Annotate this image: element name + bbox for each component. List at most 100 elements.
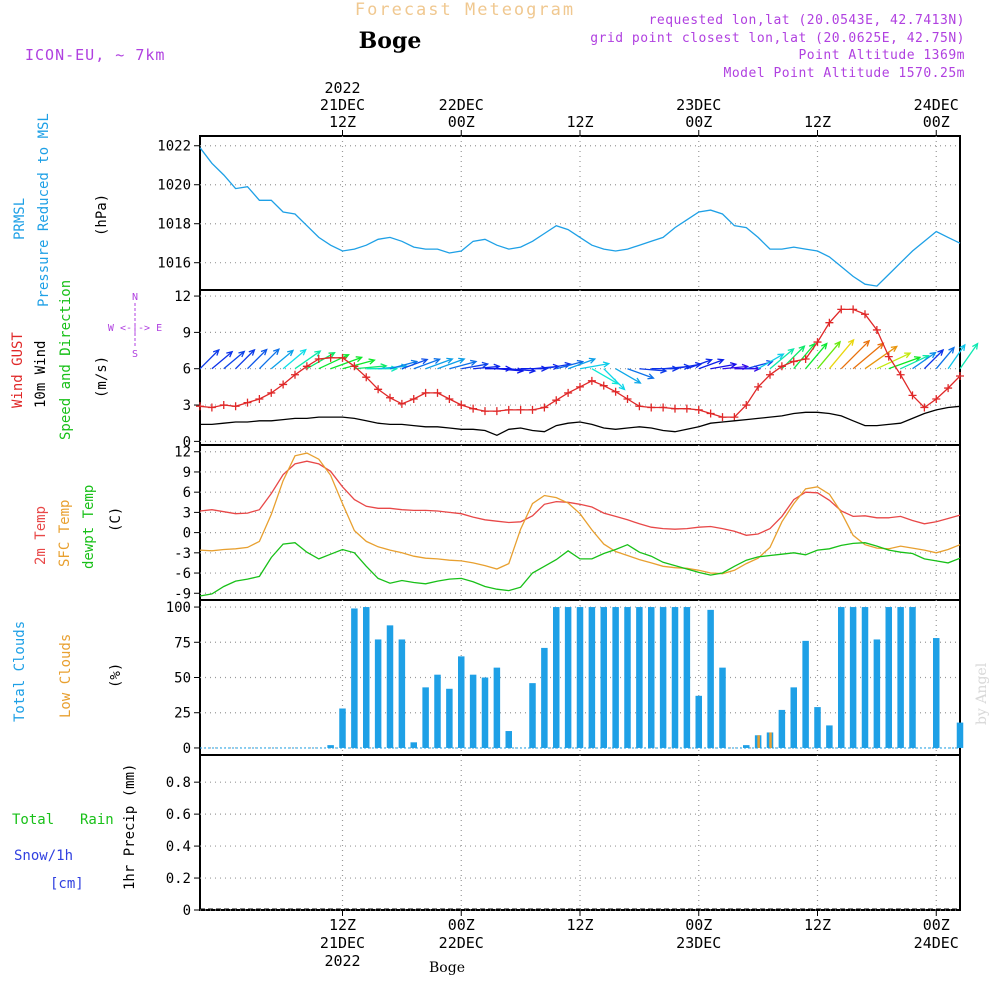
wind-barb-head <box>847 338 855 346</box>
temperature-labels: 2m Temp SFC Temp dewpt Temp (C) <box>33 485 124 569</box>
precip-unit: 1hr Precip (mm) <box>122 764 138 890</box>
wind-barb <box>639 368 666 372</box>
time-label-top: 23DEC <box>676 96 721 114</box>
cloud-label-total: Total Clouds <box>12 621 28 722</box>
temperature-series-dewpt-temp <box>199 542 961 597</box>
wind-barb-head <box>972 342 979 350</box>
gust-point <box>516 405 525 414</box>
gust-point <box>279 380 288 389</box>
wind-barb-head <box>647 373 655 380</box>
temperature-ytick-label: 3 <box>183 505 191 521</box>
cloud-bar <box>398 639 406 748</box>
gust-point <box>599 381 608 390</box>
wind-barb <box>449 360 477 370</box>
time-label-bottom: 12Z <box>329 916 356 934</box>
cloud-bar <box>564 607 572 748</box>
cloud-bar <box>505 731 512 748</box>
gust-point <box>481 407 489 416</box>
compass-north: N <box>132 292 138 303</box>
pressure-panel: 1016 1018 1020 1022 <box>157 135 961 291</box>
wind-barb-head <box>729 361 738 369</box>
gust-point <box>492 407 501 416</box>
wind-labels: Wind GUST 10m Wind Speed and Direction (… <box>10 280 162 440</box>
precip-label-total: Total <box>12 812 54 828</box>
cloud-bar <box>422 687 429 748</box>
gust-point <box>326 353 335 362</box>
pressure-series-prmsl <box>199 147 961 287</box>
gust-point <box>789 357 798 366</box>
precip-frame <box>199 754 961 911</box>
time-label-bottom: 12Z <box>566 916 593 934</box>
wind-barb <box>437 358 465 370</box>
chart-title: Forecast Meteogram <box>355 0 575 20</box>
cloud-label-low: Low Clouds <box>58 634 74 718</box>
wind-barb <box>567 358 596 370</box>
time-label-top: 24DEC <box>914 96 959 114</box>
cloud-bar <box>683 607 691 748</box>
gust-point <box>956 371 964 380</box>
gust-point <box>374 385 383 394</box>
pressure-labels: PRMSL Pressure Reduced to MSL (hPa) <box>12 113 110 307</box>
pressure-ytick-label: 1022 <box>157 139 191 155</box>
gust-point <box>908 391 917 400</box>
gust-point <box>706 409 715 418</box>
wind-barb-head <box>368 358 376 365</box>
wind-barb-head <box>260 348 268 356</box>
gust-point <box>766 370 774 379</box>
gust-point <box>872 325 881 334</box>
wind-barb-head <box>929 351 937 359</box>
wind-barb <box>757 353 784 370</box>
wind-barb <box>710 363 737 370</box>
time-label-bottom: 00Z <box>685 916 712 934</box>
wind-barb <box>698 359 724 370</box>
cloud-bar <box>363 607 370 748</box>
cloud-bar <box>849 607 857 748</box>
cloud-bar <box>757 735 760 748</box>
wind-barb-head <box>458 357 466 364</box>
wind-barb-head <box>959 343 966 351</box>
temperature-line <box>199 460 961 536</box>
time-label-top: 00Z <box>448 113 475 131</box>
wind-barb-head <box>238 350 246 358</box>
wind-barb <box>722 365 748 370</box>
wind-barb-head <box>602 361 611 368</box>
wind-barb <box>473 365 500 370</box>
gust-point <box>801 355 810 364</box>
cloud-bar <box>885 607 892 748</box>
wind-barb <box>556 360 583 370</box>
gust-point <box>659 403 668 412</box>
wind-barb-head <box>904 352 912 359</box>
model-altitude: Model Point Altitude 1570.25m <box>724 66 965 81</box>
wind-barb-head <box>248 348 256 356</box>
cloud-bar <box>636 607 643 748</box>
wind-label-10m: 10m Wind <box>33 341 49 408</box>
wind-barb <box>294 350 321 370</box>
wind-barb <box>354 365 387 370</box>
wind-barb <box>461 363 488 370</box>
wind-series-wind-gust <box>196 305 964 422</box>
grid-point-location: grid point closest lon,lat (20.0625E, 42… <box>590 31 965 46</box>
wind-series-10m-wind <box>200 405 961 437</box>
wind-barb-head <box>226 350 234 358</box>
wind-barb-head <box>273 348 280 356</box>
wind-barb-head <box>753 365 762 372</box>
temperature-ytick-label: -6 <box>174 566 191 582</box>
precip-labels: Total Rain Snow/1h [cm] 1hr Precip (mm) <box>12 764 138 892</box>
gust-point <box>457 401 466 410</box>
time-label-bottom: 12Z <box>804 916 831 934</box>
wind-barb <box>852 342 884 370</box>
gust-point <box>647 403 656 412</box>
wind-barb <box>211 351 233 370</box>
time-label-top: 12Z <box>329 113 356 131</box>
wind-barb <box>591 368 619 385</box>
gust-point <box>576 382 584 391</box>
gust-point <box>196 402 204 411</box>
gust-point <box>777 362 786 371</box>
wind-barb-head <box>937 348 945 356</box>
time-label-top: 12Z <box>566 113 593 131</box>
gust-point <box>754 382 763 391</box>
time-label-top: 2022 <box>324 79 360 97</box>
wind-barb <box>947 344 966 370</box>
time-label-bottom: 22DEC <box>439 934 484 952</box>
